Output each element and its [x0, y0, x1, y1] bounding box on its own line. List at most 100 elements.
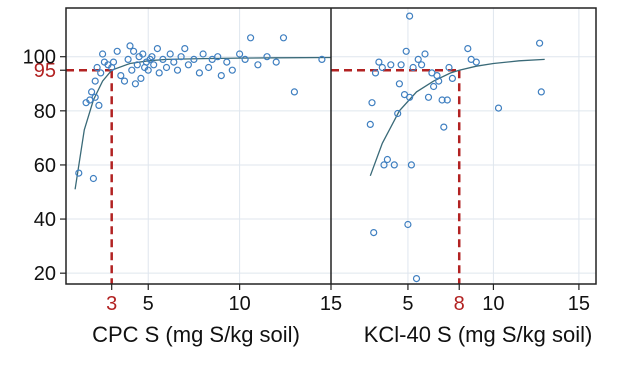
data-point — [371, 69, 380, 77]
data-point — [395, 80, 403, 88]
data-point — [406, 12, 414, 20]
data-point — [109, 58, 118, 66]
data-point — [113, 47, 121, 55]
x-tick-label: 8 — [454, 293, 465, 315]
data-point — [195, 69, 203, 77]
data-point — [214, 53, 222, 61]
data-point — [387, 61, 395, 69]
data-point — [448, 74, 456, 83]
data-point — [380, 161, 388, 169]
data-point — [148, 53, 156, 61]
fit-curve — [74, 56, 332, 190]
data-point — [162, 63, 171, 72]
y-tick-label: 100 — [23, 47, 56, 69]
x-tick-label: 15 — [320, 293, 342, 315]
data-point — [159, 55, 167, 64]
data-point — [130, 47, 138, 55]
data-point — [435, 77, 443, 85]
data-point — [223, 58, 231, 66]
data-point — [279, 34, 288, 42]
data-point — [128, 66, 136, 74]
data-point — [290, 88, 298, 96]
x-tick-label: 5 — [143, 293, 154, 315]
data-point — [166, 50, 174, 58]
data-point — [383, 155, 391, 164]
data-point — [272, 58, 280, 66]
data-point — [368, 99, 376, 107]
data-point — [97, 69, 105, 77]
data-point — [438, 96, 446, 104]
data-point — [241, 55, 249, 64]
data-point — [98, 50, 107, 58]
data-point — [93, 63, 101, 72]
data-point — [131, 80, 139, 88]
data-point — [397, 61, 405, 69]
data-point — [404, 220, 412, 229]
data-point — [464, 44, 472, 53]
data-point — [254, 61, 262, 69]
data-point — [89, 174, 98, 183]
data-point — [124, 55, 132, 64]
data-point — [406, 93, 414, 101]
data-point — [87, 88, 96, 96]
x-tick-label: 5 — [402, 293, 413, 315]
data-point — [247, 34, 255, 42]
y-tick-label: 40 — [34, 209, 56, 231]
x-axis-title-cpc: CPC S (mg S/kg soil) — [92, 322, 300, 347]
data-point — [153, 44, 161, 53]
data-point — [366, 120, 374, 129]
data-point — [120, 77, 129, 85]
data-point — [137, 74, 145, 83]
y-tick-label: 80 — [34, 101, 56, 123]
data-point — [440, 123, 448, 131]
data-point — [173, 66, 182, 74]
data-point — [472, 58, 480, 66]
data-point — [181, 44, 189, 53]
data-point — [126, 42, 134, 50]
y-tick-label: 95 — [34, 60, 56, 82]
data-point — [370, 229, 378, 237]
data-point — [190, 55, 198, 64]
fit-curve — [369, 58, 545, 177]
data-point — [95, 101, 103, 110]
data-point — [378, 63, 386, 72]
data-point — [86, 96, 94, 104]
data-point — [144, 66, 152, 74]
data-point — [117, 71, 125, 80]
data-point — [430, 82, 438, 91]
data-point — [133, 61, 141, 69]
data-point — [139, 50, 147, 58]
data-point — [443, 96, 451, 104]
data-point — [414, 55, 422, 64]
data-point — [445, 63, 453, 72]
data-point — [205, 63, 213, 72]
data-point — [228, 66, 236, 74]
data-point — [75, 169, 83, 177]
data-point — [155, 69, 163, 77]
data-point — [421, 50, 429, 58]
data-point — [424, 93, 433, 101]
data-point — [390, 161, 398, 169]
data-point — [494, 104, 503, 112]
data-point — [537, 88, 545, 96]
data-point — [177, 53, 185, 61]
data-point — [170, 58, 178, 66]
y-tick-label: 20 — [34, 263, 56, 285]
data-point — [217, 71, 225, 80]
x-tick-label: 10 — [228, 293, 250, 315]
data-point — [407, 161, 415, 169]
x-tick-label: 15 — [568, 293, 590, 315]
data-point — [91, 93, 99, 101]
data-point — [318, 55, 326, 64]
data-point — [150, 61, 158, 69]
data-point — [394, 109, 402, 118]
data-point — [236, 50, 244, 58]
panel-kcl40: 5 8 10 15 — [331, 8, 596, 315]
x-tick-label: 10 — [482, 293, 504, 315]
x-axis-title-kcl40: KCl-40 S (mg S/kg soil) — [364, 322, 593, 347]
data-point — [184, 61, 192, 69]
data-point — [418, 61, 426, 69]
